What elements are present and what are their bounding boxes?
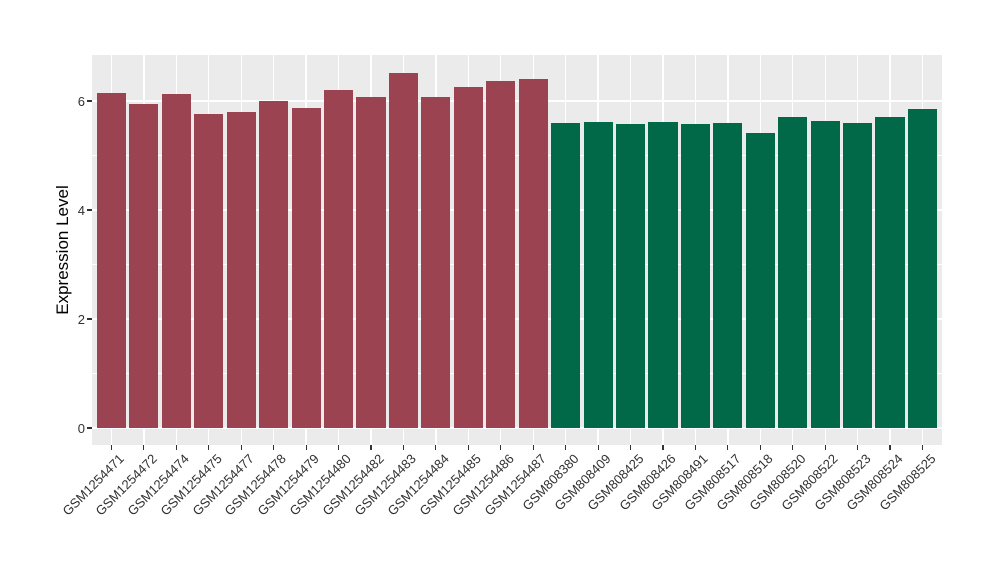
y-axis-tick-label: 0 [77, 420, 85, 436]
bar [713, 123, 743, 428]
x-axis-tick [208, 445, 210, 450]
bar [518, 79, 548, 428]
x-axis-tick [240, 445, 242, 450]
bar [810, 120, 840, 428]
x-axis-tick [921, 445, 924, 450]
bar [453, 87, 483, 428]
bar [615, 123, 646, 428]
bar [96, 92, 127, 428]
bar [291, 107, 321, 428]
y-axis-tick-label: 2 [77, 311, 85, 327]
plot-panel [92, 55, 942, 445]
y-axis-tick [87, 100, 92, 102]
bar [356, 97, 386, 428]
x-axis-tick [273, 445, 275, 450]
x-axis-tick [857, 445, 859, 450]
gridline-major [92, 209, 942, 211]
bar [551, 122, 581, 428]
bar [259, 101, 289, 428]
x-axis-tick [175, 445, 177, 450]
bar [583, 121, 613, 428]
x-axis-tick [792, 445, 794, 450]
x-axis-tick [597, 445, 599, 450]
x-axis-tick [727, 445, 729, 450]
x-axis-tick [370, 445, 372, 450]
gridline-minor [92, 373, 942, 374]
x-axis-tick [467, 445, 469, 450]
bar [323, 90, 354, 428]
x-axis-tick [824, 445, 826, 450]
y-axis-tick-label: 6 [77, 93, 85, 109]
y-axis-tick [87, 209, 92, 211]
x-axis-tick [337, 445, 340, 450]
bar [388, 72, 419, 428]
x-axis-tick [759, 445, 761, 450]
bar [778, 116, 808, 428]
bar [680, 123, 711, 428]
x-axis-tick [629, 445, 632, 450]
bar [161, 93, 191, 428]
bar [745, 132, 775, 428]
x-axis-tick [532, 445, 534, 450]
bar [648, 121, 678, 428]
gridline-minor [92, 155, 942, 156]
gridline-major [92, 318, 942, 320]
x-axis-tick [143, 445, 145, 450]
x-axis-tick [662, 445, 664, 450]
bar [875, 116, 905, 428]
gridline-minor [92, 264, 942, 265]
x-axis-tick [435, 445, 437, 450]
y-axis-tick [87, 318, 92, 320]
x-axis-tick [694, 445, 697, 450]
bar [226, 111, 256, 428]
bar [129, 104, 159, 428]
x-axis-tick [402, 445, 405, 450]
x-axis-tick [500, 445, 502, 450]
gridline-major [92, 427, 942, 429]
bar [843, 123, 873, 428]
y-axis-tick-label: 4 [77, 202, 85, 218]
bar [907, 109, 938, 428]
y-axis-tick [87, 427, 92, 429]
bar [421, 97, 451, 428]
bar [194, 113, 224, 428]
x-axis-tick [305, 445, 307, 450]
x-axis-tick [565, 445, 567, 450]
x-axis-tick [889, 445, 891, 450]
gridline-major [92, 100, 942, 102]
x-axis-tick [110, 445, 113, 450]
bar [486, 80, 516, 428]
